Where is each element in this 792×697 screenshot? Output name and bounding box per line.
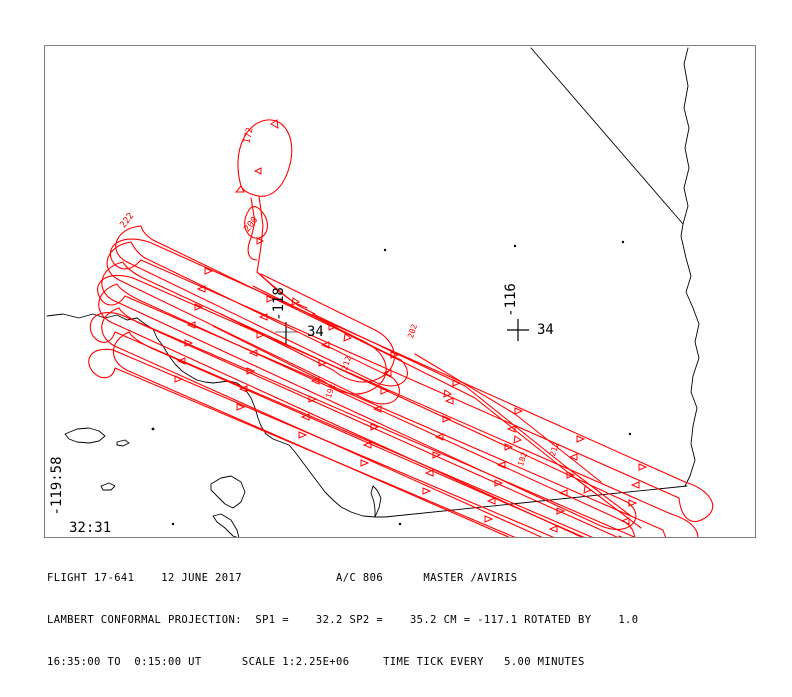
time-tick-label: 182 bbox=[516, 451, 529, 468]
flight-line-upper-racetrack bbox=[220, 273, 395, 383]
flight-swath-f bbox=[114, 331, 593, 537]
flight-transit-north-stem bbox=[247, 197, 258, 261]
turn-nw-2 bbox=[97, 274, 134, 306]
graticule-label-group: -118 34 -116 34 bbox=[271, 283, 554, 340]
turn-nw-1 bbox=[109, 238, 150, 270]
flight-line-6 bbox=[112, 331, 585, 537]
graticule-lat-label: 34 bbox=[537, 322, 554, 338]
flight-transit-north-loop bbox=[237, 119, 293, 197]
flight-transit-inner-loop bbox=[244, 206, 268, 239]
flight-transit-to-box-2 bbox=[256, 271, 316, 315]
screenshot-root: 172 200 222 202 212 192 182 212 -118 34 … bbox=[44, 45, 756, 668]
flight-line-3 bbox=[101, 261, 637, 531]
turn-se-1 bbox=[678, 481, 714, 523]
island-san-clemente bbox=[212, 513, 240, 537]
state-border-nevada bbox=[530, 47, 684, 225]
graticule-lon-label: -118 bbox=[271, 287, 287, 321]
corner-lat-label: 32:31 bbox=[69, 520, 111, 536]
flight-line-4 bbox=[98, 283, 635, 537]
island-anacapa bbox=[116, 439, 130, 447]
flight-line-1 bbox=[115, 225, 408, 387]
island-santa-catalina bbox=[210, 475, 246, 509]
time-tick-label: 202 bbox=[406, 323, 419, 340]
flight-line-upper-racetrack-2 bbox=[212, 285, 387, 395]
island-santa-cruz bbox=[64, 427, 106, 444]
corner-lon-label: -119:58 bbox=[49, 456, 65, 515]
coastline-san-diego-bay bbox=[370, 485, 382, 518]
graticule-lat-label: 34 bbox=[307, 324, 324, 340]
flight-line-2 bbox=[106, 241, 400, 405]
map-frame: 172 200 222 202 212 192 182 212 -118 34 … bbox=[44, 45, 756, 538]
inland-mark-2 bbox=[383, 248, 387, 252]
flight-swath-h bbox=[114, 367, 516, 537]
corner-label-group: -119:58 32:31 bbox=[49, 456, 111, 536]
time-tick-label: 192 bbox=[324, 383, 337, 400]
footer-line-projection: LAMBERT CONFORMAL PROJECTION: SP1 = 32.2… bbox=[47, 614, 639, 626]
flight-lines-layer[interactable] bbox=[88, 119, 714, 537]
flight-line-5 bbox=[101, 307, 619, 537]
inland-mark-4 bbox=[621, 240, 625, 244]
inland-mark-6 bbox=[171, 522, 175, 526]
map-footer: FLIGHT 17-641 12 JUNE 2017 A/C 806 MASTE… bbox=[47, 543, 747, 697]
coastline-layer bbox=[46, 47, 700, 537]
inland-mark-7 bbox=[398, 522, 402, 526]
inland-mark-3 bbox=[513, 244, 517, 248]
time-tick-label: 212 bbox=[548, 441, 561, 458]
border-mexico bbox=[384, 485, 688, 518]
graticule-lon-label: -116 bbox=[503, 283, 519, 317]
turn-se-2 bbox=[662, 513, 699, 537]
turn-nw-4 bbox=[88, 348, 116, 379]
flight-transit-descent bbox=[256, 195, 264, 273]
flight-swath-a bbox=[148, 241, 686, 483]
footer-line-time-scale: 16:35:00 TO 0:15:00 UT SCALE 1:2.25E+06 … bbox=[47, 656, 585, 668]
island-san-nicolas bbox=[100, 482, 116, 491]
state-border-east bbox=[680, 223, 700, 487]
flight-crossover-2 bbox=[326, 323, 642, 529]
flight-swath-b bbox=[140, 259, 680, 499]
turn-nw-3 bbox=[89, 312, 120, 343]
map-canvas[interactable]: 172 200 222 202 212 192 182 212 -118 34 … bbox=[45, 46, 755, 537]
flight-direction-arrows bbox=[174, 119, 648, 537]
inland-mark-5 bbox=[628, 432, 632, 436]
flight-swath-e bbox=[118, 313, 636, 537]
coastline-mainland bbox=[46, 313, 386, 518]
inland-mark-1 bbox=[151, 427, 155, 431]
flight-swath-c bbox=[132, 277, 672, 515]
flight-swath-g bbox=[112, 349, 555, 537]
footer-line-flight-info: FLIGHT 17-641 12 JUNE 2017 A/C 806 MASTE… bbox=[47, 572, 518, 584]
time-tick-label: 172 bbox=[242, 127, 255, 145]
border-arizona-upper bbox=[682, 47, 690, 225]
time-tick-label: 212 bbox=[340, 355, 353, 372]
flight-swath-d bbox=[124, 295, 664, 531]
